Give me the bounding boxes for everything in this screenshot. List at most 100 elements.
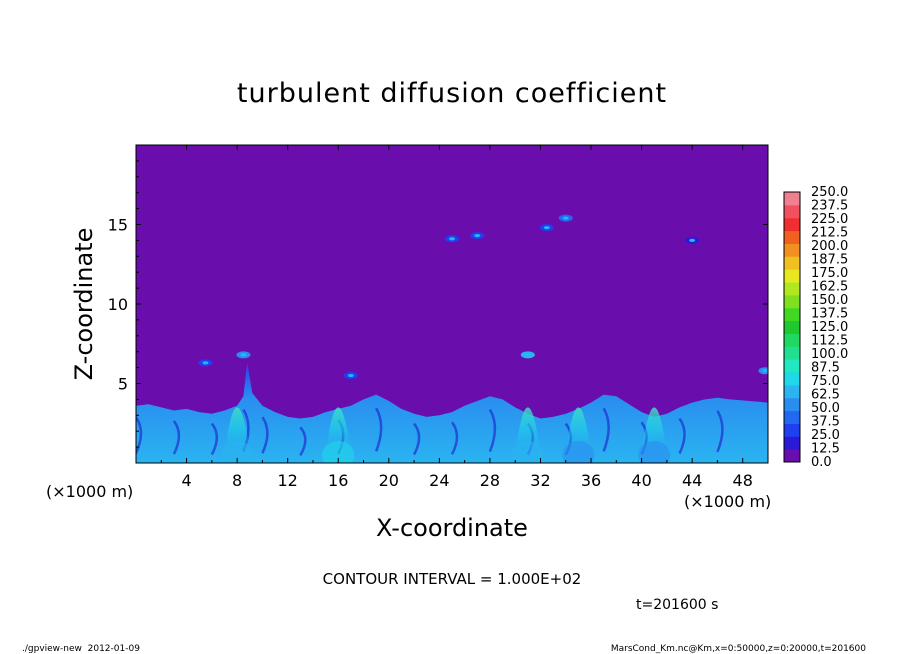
- colorbar-swatch: [784, 204, 800, 219]
- footer-left: ./gpview-new 2012-01-09: [22, 644, 140, 654]
- colorbar-swatch: [784, 346, 800, 360]
- hotspot-core: [689, 238, 696, 242]
- colorbar-swatch: [784, 436, 800, 450]
- turbulent-eddy: [136, 416, 143, 454]
- y-tick-label: 5: [118, 375, 128, 394]
- bright-column-core: [511, 441, 544, 463]
- colorbar-swatch: [784, 359, 800, 373]
- hotspot-core: [543, 226, 550, 230]
- colorbar-label: 37.5: [811, 415, 840, 430]
- colorbar-label: 75.0: [811, 374, 840, 389]
- colorbar-label: 175.0: [811, 266, 848, 281]
- y-tick-label: 15: [108, 216, 128, 235]
- x-tick-label: 32: [530, 471, 550, 490]
- turbulent-layer: [136, 362, 768, 463]
- turbulent-eddy: [488, 408, 497, 453]
- colorbar-swatch: [784, 243, 800, 257]
- colorbar: 0.012.525.037.550.062.575.087.5100.0112.…: [783, 185, 848, 470]
- colorbar-swatch: [784, 282, 800, 296]
- bright-column-core: [221, 441, 254, 463]
- hotspot-core: [562, 216, 569, 220]
- turbulent-eddy: [602, 407, 610, 452]
- bright-columns: [221, 407, 671, 463]
- chart-title: turbulent diffusion coefficient: [237, 78, 667, 109]
- hotspot-core: [202, 361, 209, 365]
- colorbar-swatch: [784, 372, 800, 386]
- hotspot-core: [474, 234, 481, 238]
- colorbar-swatch: [784, 423, 800, 437]
- x-tick-label: 12: [278, 471, 298, 490]
- colorbar-swatch: [784, 230, 800, 244]
- x-tick-label: 48: [733, 471, 753, 490]
- turbulent-eddy: [261, 416, 269, 454]
- hotspot-core: [524, 353, 531, 357]
- contour-interval: CONTOUR INTERVAL = 1.000E+02: [323, 570, 582, 588]
- y-axis: 5 10 15: [108, 160, 768, 448]
- hotspot-core: [240, 353, 247, 357]
- turbulent-eddy: [299, 426, 307, 457]
- colorbar-swatch: [784, 256, 800, 270]
- x-tick-label: 20: [379, 471, 399, 490]
- colorbar-label: 0.0: [811, 455, 832, 470]
- y-axis-label: Z-coordinate: [70, 228, 98, 381]
- colorbar-label: 150.0: [811, 293, 848, 308]
- colorbar-label: 187.5: [811, 253, 848, 268]
- colorbar-label: 87.5: [811, 361, 840, 376]
- colorbar-swatch: [784, 192, 800, 206]
- turbulent-eddy: [210, 422, 219, 456]
- colorbar-label: 225.0: [811, 212, 848, 227]
- hotspot-core: [762, 369, 768, 373]
- bright-column-core: [638, 441, 671, 463]
- x-tick-label: 28: [480, 471, 500, 490]
- colorbar-swatch: [784, 294, 800, 309]
- x-axis-label: X-coordinate: [376, 514, 528, 542]
- x-tick-label: 16: [328, 471, 348, 490]
- turbulent-eddy: [374, 407, 383, 452]
- colorbar-label: 12.5: [811, 442, 840, 457]
- colorbar-label: 100.0: [811, 347, 848, 362]
- colorbar-label: 112.5: [811, 334, 848, 349]
- colorbar-swatch: [784, 269, 800, 283]
- turbulent-eddy: [172, 420, 181, 455]
- colorbar-label: 125.0: [811, 320, 848, 335]
- colorbar-swatch: [784, 217, 800, 232]
- x-tick-label: 4: [181, 471, 191, 490]
- hotspots: [198, 214, 768, 380]
- x-tick-label: 8: [232, 471, 242, 490]
- colorbar-swatch: [784, 333, 800, 347]
- colorbar-label: 137.5: [811, 307, 848, 322]
- plot-area: [136, 145, 768, 463]
- x-tick-label: 24: [429, 471, 449, 490]
- colorbar-swatch: [784, 384, 800, 399]
- colorbar-frame: [783, 191, 801, 463]
- colorbar-label: 62.5: [811, 388, 840, 403]
- colorbar-swatch: [784, 449, 800, 463]
- x-axis: 4 8 12 16 20 24 28 32 36 40 44 48: [160, 145, 753, 490]
- hotspot-core: [449, 237, 455, 241]
- colorbar-label: 212.5: [811, 226, 848, 241]
- colorbar-label: 25.0: [811, 428, 840, 443]
- colorbar-label: 200.0: [811, 239, 848, 254]
- colorbar-swatch: [784, 320, 800, 334]
- colorbar-swatch: [784, 410, 800, 424]
- colorbar-swatch: [784, 307, 800, 322]
- y-tick-label: 10: [108, 295, 128, 314]
- x-tick-label: 40: [631, 471, 651, 490]
- turbulent-eddy: [716, 410, 724, 453]
- bright-column-core: [322, 441, 355, 463]
- colorbar-label: 50.0: [811, 401, 840, 416]
- x-tick-label: 36: [581, 471, 601, 490]
- time-label: t=201600 s: [636, 597, 718, 613]
- turbulent-eddy: [678, 417, 686, 455]
- footer-right: MarsCond_Km.nc@Km,x=0:50000,z=0:20000,t=…: [611, 644, 866, 654]
- hotspot-core: [347, 373, 354, 378]
- colorbar-swatch: [784, 397, 800, 412]
- turbulent-eddy: [412, 422, 421, 456]
- colorbar-label: 237.5: [811, 199, 848, 214]
- turbulent-layer-fill: [136, 362, 768, 463]
- turbulent-eddy: [450, 421, 459, 455]
- x-unit-left: (×1000 m): [46, 482, 133, 501]
- x-unit-right: (×1000 m): [684, 492, 771, 511]
- colorbar-label: 250.0: [811, 185, 848, 200]
